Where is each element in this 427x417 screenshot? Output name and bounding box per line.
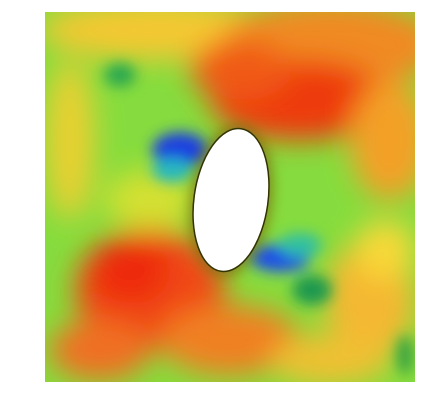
warm-regions [45, 12, 415, 382]
hole [192, 127, 270, 273]
cool-regions [104, 63, 413, 375]
field [45, 12, 415, 382]
